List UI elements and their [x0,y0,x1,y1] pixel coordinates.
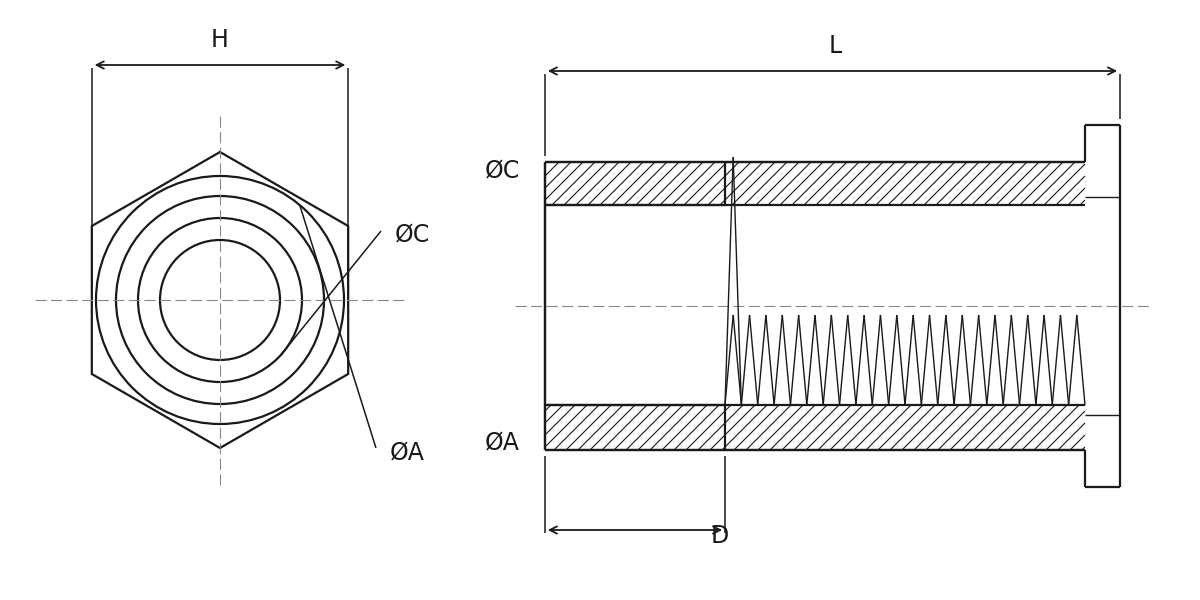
Text: ØC: ØC [395,223,431,247]
Bar [545,405,1085,450]
Bar [545,162,1085,205]
Text: L: L [828,34,841,58]
Text: ØC: ØC [485,158,520,182]
Text: ØA: ØA [485,430,520,454]
Text: H: H [211,28,229,52]
Text: D: D [710,524,730,548]
Text: ØA: ØA [390,440,425,464]
